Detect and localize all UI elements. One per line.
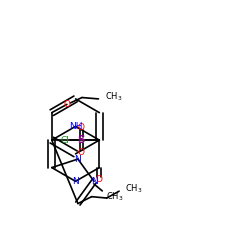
Text: CH$_3$: CH$_3$: [106, 191, 123, 203]
Text: N: N: [91, 177, 98, 186]
Text: Cl: Cl: [60, 136, 70, 144]
Text: CH$_3$: CH$_3$: [104, 90, 122, 103]
Text: N: N: [74, 154, 81, 164]
Text: N: N: [72, 177, 79, 186]
Text: O: O: [96, 176, 103, 184]
Text: S: S: [78, 135, 85, 145]
Text: NH: NH: [69, 122, 82, 131]
Text: O: O: [63, 100, 70, 109]
Text: CH$_3$: CH$_3$: [125, 183, 143, 195]
Text: O: O: [78, 123, 85, 132]
Text: O: O: [78, 148, 85, 157]
